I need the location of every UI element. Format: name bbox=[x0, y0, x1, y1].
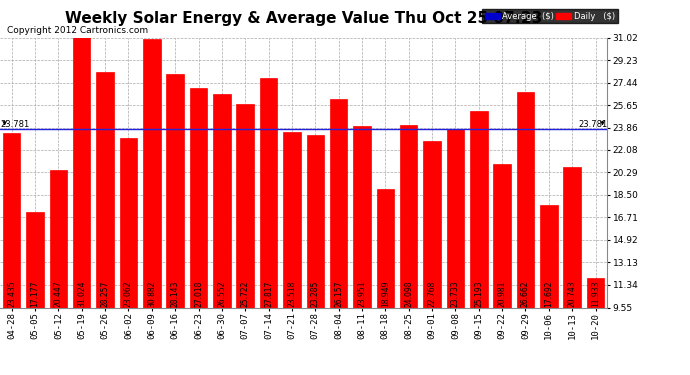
Bar bbox=[237, 104, 254, 308]
Text: 20.743: 20.743 bbox=[568, 280, 577, 307]
Text: 20.447: 20.447 bbox=[54, 280, 63, 307]
Bar bbox=[50, 171, 67, 308]
Text: 25.722: 25.722 bbox=[241, 280, 250, 307]
Bar bbox=[493, 164, 511, 308]
Bar bbox=[306, 135, 324, 308]
Bar bbox=[97, 72, 114, 308]
Bar bbox=[3, 133, 21, 308]
Text: 23.781: 23.781 bbox=[578, 120, 607, 129]
Text: 30.882: 30.882 bbox=[147, 280, 157, 307]
Bar bbox=[166, 74, 184, 308]
Bar bbox=[190, 88, 207, 308]
Text: 20.981: 20.981 bbox=[497, 280, 506, 307]
Text: 23.518: 23.518 bbox=[288, 280, 297, 307]
Text: 17.177: 17.177 bbox=[30, 280, 39, 307]
Text: 23.781: 23.781 bbox=[0, 120, 29, 129]
Bar bbox=[213, 94, 230, 308]
Text: 23.435: 23.435 bbox=[7, 280, 16, 307]
Text: 11.933: 11.933 bbox=[591, 280, 600, 307]
Text: 23.951: 23.951 bbox=[357, 280, 366, 307]
Legend: Average  ($), Daily   ($): Average ($), Daily ($) bbox=[482, 9, 618, 23]
Bar bbox=[260, 78, 277, 308]
Bar bbox=[73, 38, 90, 308]
Bar bbox=[564, 167, 581, 308]
Bar bbox=[423, 141, 441, 308]
Bar bbox=[330, 99, 347, 308]
Text: Copyright 2012 Cartronics.com: Copyright 2012 Cartronics.com bbox=[7, 26, 148, 35]
Text: 28.143: 28.143 bbox=[170, 280, 179, 307]
Text: 27.817: 27.817 bbox=[264, 280, 273, 307]
Bar bbox=[143, 39, 161, 308]
Text: 24.098: 24.098 bbox=[404, 280, 413, 307]
Bar bbox=[283, 132, 301, 308]
Text: 27.018: 27.018 bbox=[194, 280, 203, 307]
Bar bbox=[517, 92, 534, 308]
Text: 23.285: 23.285 bbox=[310, 280, 319, 307]
Bar bbox=[400, 124, 417, 308]
Text: 17.692: 17.692 bbox=[544, 280, 553, 307]
Text: 25.193: 25.193 bbox=[474, 280, 483, 307]
Bar bbox=[446, 129, 464, 308]
Text: Weekly Solar Energy & Average Value Thu Oct 25 07:23: Weekly Solar Energy & Average Value Thu … bbox=[65, 11, 542, 26]
Text: 26.552: 26.552 bbox=[217, 280, 226, 307]
Text: 23.733: 23.733 bbox=[451, 280, 460, 307]
Bar bbox=[470, 111, 488, 308]
Bar bbox=[353, 126, 371, 308]
Text: 31.024: 31.024 bbox=[77, 280, 86, 307]
Text: 26.662: 26.662 bbox=[521, 280, 530, 307]
Bar bbox=[377, 189, 394, 308]
Text: 26.157: 26.157 bbox=[334, 280, 343, 307]
Bar bbox=[26, 211, 43, 308]
Bar bbox=[540, 205, 558, 308]
Text: 22.768: 22.768 bbox=[428, 280, 437, 307]
Text: 28.257: 28.257 bbox=[101, 280, 110, 307]
Bar bbox=[119, 138, 137, 308]
Text: 18.949: 18.949 bbox=[381, 280, 390, 307]
Text: 23.062: 23.062 bbox=[124, 280, 133, 307]
Bar bbox=[586, 278, 604, 308]
